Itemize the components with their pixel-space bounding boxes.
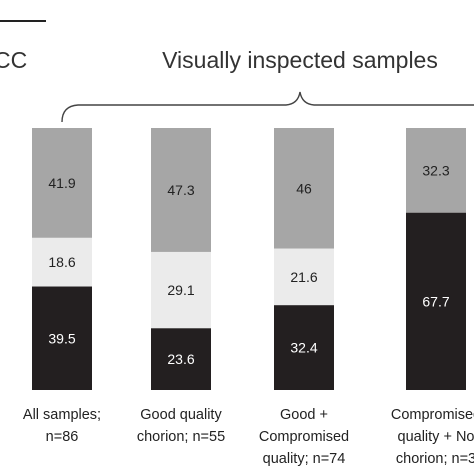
data-label: 23.6 (167, 351, 194, 367)
data-label: 39.5 (48, 330, 75, 346)
data-label: 47.3 (167, 182, 194, 198)
data-label: 32.3 (422, 162, 449, 178)
bar-segment (151, 128, 211, 252)
x-axis-labels: All samples; n=86 Good quality chorion; n=5… (23, 407, 474, 467)
data-label: 41.9 (48, 175, 75, 191)
bar-segment (151, 251, 211, 329)
data-label: 21.6 (290, 269, 317, 285)
x-tick-label: Compromised (259, 429, 349, 445)
x-tick-label: All samples; (23, 407, 101, 423)
x-tick-label: Compromised (391, 407, 474, 423)
bar-segment (274, 305, 334, 390)
group-header: Visually inspected samples (162, 47, 438, 73)
bar-segment (151, 328, 211, 390)
x-tick-label: chorion; n=3 (396, 451, 474, 467)
x-tick-label: quality; n=74 (263, 451, 346, 467)
bars-layer: 39.518.641.923.629.147.332.421.64667.703… (32, 128, 466, 390)
data-label: 32.4 (290, 340, 317, 356)
bar-segment (32, 286, 92, 390)
data-label: 29.1 (167, 282, 194, 298)
bar-segment (406, 212, 466, 390)
x-tick-label: n=86 (46, 429, 79, 445)
bar-segment (274, 248, 334, 306)
x-tick-label: Good quality (140, 407, 222, 423)
bar-segment (406, 128, 466, 213)
bar-segment (32, 128, 92, 238)
x-tick-label: Good + (280, 407, 328, 423)
x-tick-label: chorion; n=55 (137, 429, 225, 445)
data-label: 67.7 (422, 293, 449, 309)
group-brace (61, 91, 474, 123)
bar-segment (274, 128, 334, 249)
x-tick-label: quality + No (398, 429, 474, 445)
bar-segment (32, 237, 92, 287)
data-label: 18.6 (48, 254, 75, 270)
left-header: CC (0, 47, 27, 73)
data-label: 46 (296, 180, 312, 196)
